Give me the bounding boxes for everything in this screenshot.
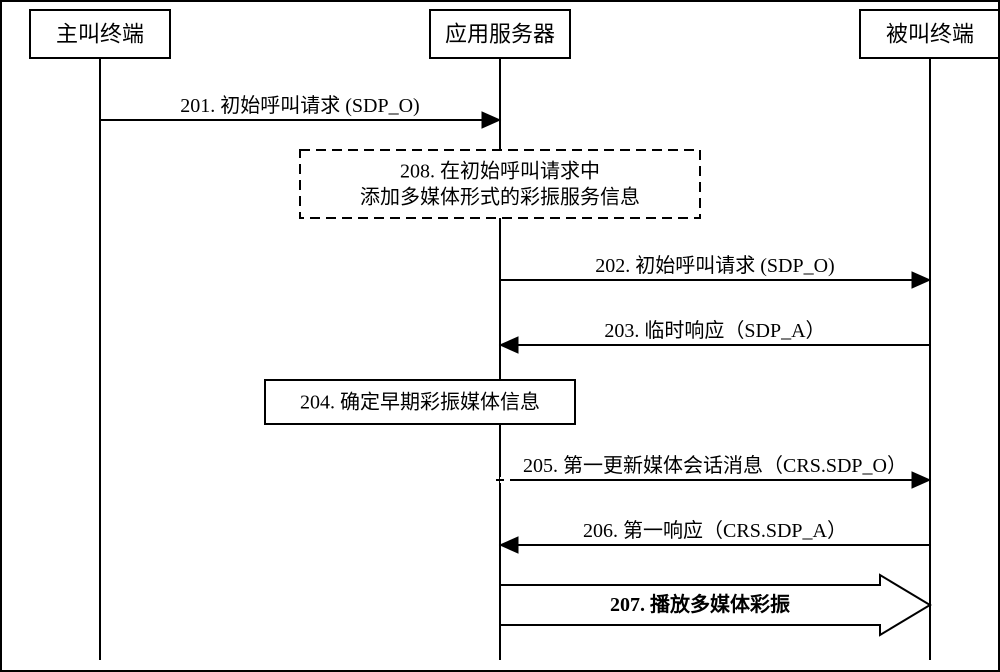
message-label-m203: 203. 临时响应（SDP_A） [604, 319, 825, 342]
process-label-p208-line1: 添加多媒体形式的彩振服务信息 [360, 186, 640, 209]
process-label-p208-line0: 208. 在初始呼叫请求中 [400, 160, 600, 183]
participant-label-caller: 主叫终端 [56, 22, 144, 47]
process-label-p204-line0: 204. 确定早期彩振媒体信息 [300, 391, 540, 414]
participant-label-callee: 被叫终端 [886, 22, 974, 47]
block-arrow-label: 207. 播放多媒体彩振 [610, 592, 790, 616]
sequence-diagram: 主叫终端 应用服务器 被叫终端 201. 初始呼叫请求 (SDP_O) 202. 初始呼… [0, 0, 1000, 672]
message-label-m205: 205. 第一更新媒体会话消息（CRS.SDP_O） [523, 454, 907, 477]
message-label-m202: 202. 初始呼叫请求 (SDP_O) [595, 254, 834, 277]
message-label-m206: 206. 第一响应（CRS.SDP_A） [583, 519, 847, 542]
message-label-m201: 201. 初始呼叫请求 (SDP_O) [180, 94, 419, 117]
participant-label-server: 应用服务器 [445, 22, 555, 47]
